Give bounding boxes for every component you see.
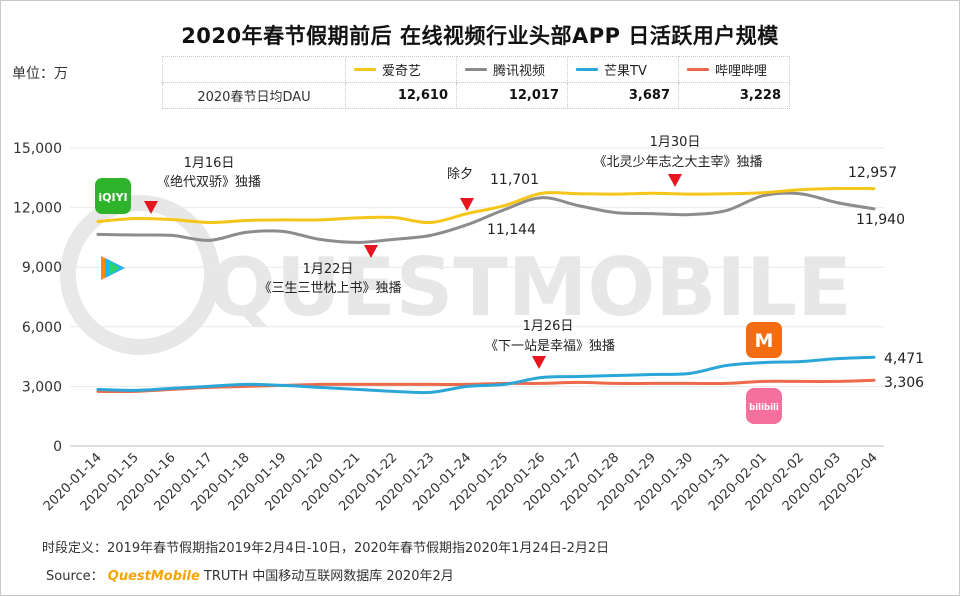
dau-value-iqiyi: 12,610	[345, 82, 457, 109]
y-tick-label: 0	[53, 439, 62, 455]
watermark-text: QUESTMOBILE	[208, 241, 852, 334]
data-labels: 11,701 11,144 12,957 11,940 4,471 3,306	[487, 165, 924, 391]
legend-swatch-mango	[576, 68, 598, 71]
y-tick-label: 9,000	[22, 260, 62, 276]
annotation-text: 《北灵少年志之大主宰》独播	[593, 154, 762, 170]
svg-text:bilibili: bilibili	[749, 403, 779, 413]
y-tick-label: 12,000	[13, 201, 62, 217]
legend-swatch-bilibili	[687, 68, 709, 71]
data-label: 12,957	[848, 165, 897, 181]
legend-swatch-tencent	[465, 68, 487, 71]
chart-title: 2020年春节假期前后 在线视频行业头部APP 日活跃用户规模	[181, 24, 779, 48]
dau-summary-table: 爱奇艺 腾讯视频 芒果TV 哔哩哔哩 2020春节日均DAU 12,610 12…	[162, 56, 790, 109]
event-marker-icon	[668, 174, 682, 187]
tencent-video-logo-icon	[101, 256, 125, 280]
event-marker-icon	[144, 201, 158, 214]
annotation-date: 1月26日	[523, 319, 574, 334]
table-row-label: 2020春节日均DAU	[162, 82, 346, 109]
legend-mango: 芒果TV	[567, 56, 679, 83]
data-label: 11,701	[490, 172, 539, 188]
annotations: 1月16日 《绝代双骄》独播 1月22日 《三生三世枕上书》独播 除夕 1月26…	[144, 135, 763, 369]
mango-tv-logo-icon: M	[746, 322, 782, 358]
data-label: 4,471	[884, 351, 924, 367]
annotation-text: 《三生三世枕上书》独播	[258, 281, 401, 296]
legend-swatch-iqiyi	[354, 68, 376, 71]
data-label: 11,940	[856, 212, 905, 228]
dau-value-bilibili: 3,228	[678, 82, 790, 109]
table-value-row: 2020春节日均DAU 12,610 12,017 3,687 3,228	[162, 82, 790, 109]
y-tick-label: 3,000	[22, 379, 62, 395]
data-label: 3,306	[884, 375, 924, 391]
source-line: Source： QuestMobile TRUTH 中国移动互联网数据库 202…	[46, 565, 454, 584]
unit-label: 单位：万	[12, 66, 68, 82]
series-line-1	[96, 191, 876, 244]
source-rest: TRUTH 中国移动互联网数据库 2020年2月	[199, 569, 454, 584]
watermark: QUESTMOBILE	[60, 195, 852, 355]
annotation-date: 1月30日	[650, 135, 701, 150]
source-brand: QuestMobile	[107, 569, 200, 584]
dau-value-mango: 3,687	[567, 82, 679, 109]
bilibili-logo-icon: bilibili	[746, 388, 782, 424]
dau-value-tencent: 12,017	[456, 82, 568, 109]
series-line-2	[96, 355, 876, 395]
event-marker-icon	[364, 245, 378, 258]
series-line-3	[96, 378, 876, 394]
svg-text:iQIYI: iQIYI	[98, 191, 127, 204]
event-marker-icon	[460, 198, 474, 211]
svg-text:M: M	[755, 330, 774, 352]
series-layer	[96, 186, 876, 395]
table-corner-cell	[162, 56, 346, 83]
annotation-date: 1月16日	[184, 156, 235, 171]
y-tick-label: 6,000	[22, 320, 62, 336]
footnote: 时段定义：2019年春节假期指2019年2月4日-10日，2020年春节假期指2…	[42, 541, 610, 556]
iqiyi-logo-icon: iQIYI	[95, 178, 131, 214]
annotation-text: 《下一站是幸福》独播	[485, 339, 615, 354]
y-tick-label: 15,000	[13, 141, 62, 157]
data-label: 11,144	[487, 222, 536, 238]
annotation-date: 1月22日	[303, 262, 354, 277]
series-line-0	[96, 186, 876, 225]
watermark-ring-icon	[60, 195, 220, 355]
event-marker-icon	[532, 356, 546, 369]
annotation-date: 除夕	[447, 167, 473, 182]
source-label: Source：	[46, 569, 104, 584]
annotation-text: 《绝代双骄》独播	[157, 174, 261, 190]
